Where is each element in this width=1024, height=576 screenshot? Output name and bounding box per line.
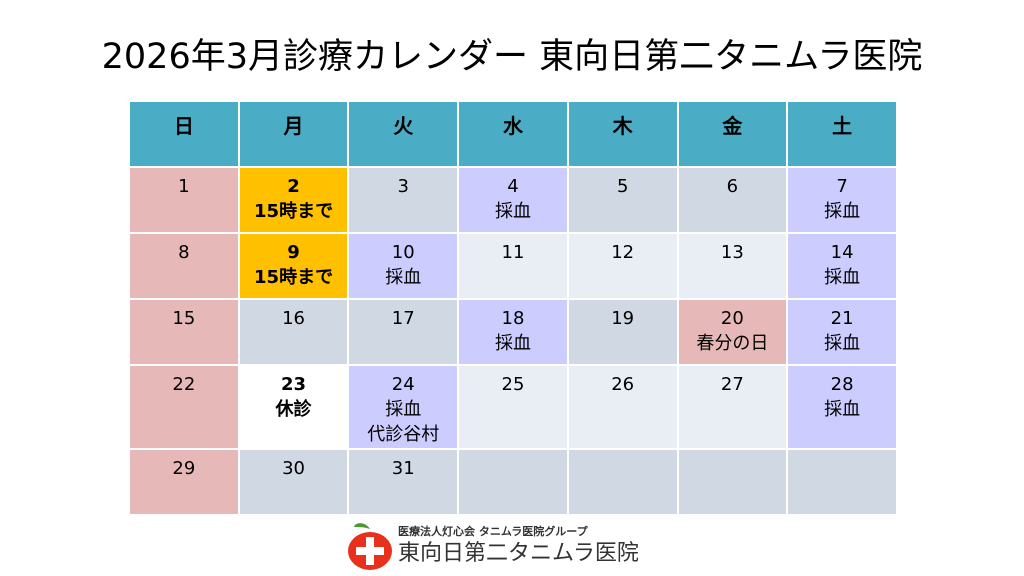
day-number: 22 <box>172 374 196 395</box>
calendar-table: 日 月 火 水 木 金 土 1 2 15時まで 3 4 採血 5 6 7 採血 8 9 15時まで 10 採… <box>128 102 898 514</box>
calendar-day-cell: 2 15時まで <box>239 166 348 232</box>
calendar-day-cell: 20 春分の日 <box>678 298 787 364</box>
day-number: 19 <box>611 308 635 329</box>
calendar-day-cell: 21 採血 <box>788 298 896 364</box>
calendar-day-cell: 24 採血代診谷村 <box>349 364 458 448</box>
calendar-body: 1 2 15時まで 3 4 採血 5 6 7 採血 8 9 15時まで 10 採血 11 12 13 14 採血 15 1… <box>130 166 896 514</box>
calendar-day-cell: 12 <box>568 232 677 298</box>
calendar-day-cell: 10 採血 <box>349 232 458 298</box>
calendar-day-cell: 16 <box>239 298 348 364</box>
calendar-day-cell: 28 採血 <box>788 364 896 448</box>
calendar-day-cell: 17 <box>349 298 458 364</box>
weekday-wed: 水 <box>459 102 567 166</box>
day-number: 7 <box>836 176 848 197</box>
weekday-mon: 月 <box>239 102 348 166</box>
calendar-day-cell: 18 採血 <box>459 298 567 364</box>
day-number: 9 <box>287 242 300 263</box>
day-number: 18 <box>501 308 525 329</box>
calendar-day-cell: 7 採血 <box>788 166 896 232</box>
calendar-day-cell: 1 <box>130 166 238 232</box>
week-row: 22 23 休診 24 採血代診谷村 25 26 27 28 採血 <box>130 364 896 448</box>
day-note: 採血 <box>385 399 422 420</box>
day-number: 2 <box>287 176 300 197</box>
day-number: 29 <box>172 458 196 479</box>
day-number: 3 <box>397 176 409 197</box>
calendar-day-cell: 6 <box>678 166 787 232</box>
clinic-logo: 医療法人灯心会 タニムラ医院グループ 東向日第二タニムラ医院 <box>345 519 685 571</box>
calendar-day-cell: 26 <box>568 364 677 448</box>
calendar-day-cell: 11 <box>459 232 567 298</box>
logo-clinic-name: 東向日第二タニムラ医院 <box>398 541 639 566</box>
calendar-day-cell: 9 15時まで <box>239 232 348 298</box>
page-title: 2026年3月診療カレンダー 東向日第二タニムラ医院 <box>101 37 923 77</box>
calendar-day-cell: 19 <box>568 298 677 364</box>
calendar-day-cell: 5 <box>568 166 677 232</box>
day-note: 春分の日 <box>696 333 769 354</box>
day-number: 14 <box>830 242 854 263</box>
week-row: 8 9 15時まで 10 採血 11 12 13 14 採血 <box>130 232 896 298</box>
calendar-day-cell: 27 <box>678 364 787 448</box>
day-note: 採血 <box>494 201 531 222</box>
day-number: 30 <box>282 458 305 479</box>
day-number: 4 <box>507 176 519 197</box>
day-number: 20 <box>720 308 744 329</box>
calendar-day-cell: 13 <box>678 232 787 298</box>
week-row: 29 30 31 <box>130 448 896 514</box>
calendar-day-cell: 29 <box>130 448 238 514</box>
day-note: 15時まで <box>254 201 334 222</box>
weekday-sat: 土 <box>788 102 896 166</box>
week-row: 15 16 17 18 採血 19 20 春分の日 21 採血 <box>130 298 896 364</box>
logo-organization: 医療法人灯心会 タニムラ医院グループ <box>398 525 588 538</box>
calendar-day-cell: 31 <box>349 448 458 514</box>
calendar-day-cell: 22 <box>130 364 238 448</box>
calendar-day-cell <box>568 448 677 514</box>
day-note: 採血 <box>494 333 531 354</box>
calendar-day-cell <box>459 448 567 514</box>
day-number: 26 <box>611 374 635 395</box>
calendar-day-cell: 14 採血 <box>788 232 896 298</box>
calendar-day-cell: 25 <box>459 364 567 448</box>
weekday-header-row: 日 月 火 水 木 金 土 <box>130 102 896 166</box>
weekday-tue: 火 <box>349 102 458 166</box>
day-note: 採血 <box>824 267 861 288</box>
day-note: 採血 <box>824 201 861 222</box>
day-note: 採血 <box>824 399 861 420</box>
day-note: 採血 <box>824 333 861 354</box>
weekday-thu: 木 <box>568 102 677 166</box>
calendar-day-cell: 8 <box>130 232 238 298</box>
day-number: 1 <box>178 176 190 197</box>
calendar-day-cell: 3 <box>349 166 458 232</box>
calendar-day-cell: 15 <box>130 298 238 364</box>
day-number: 6 <box>726 176 739 197</box>
day-number: 10 <box>391 242 415 263</box>
day-number: 8 <box>178 242 190 263</box>
weekday-sun: 日 <box>130 102 238 166</box>
day-note: 代診谷村 <box>367 424 440 445</box>
day-note: 15時まで <box>254 267 334 288</box>
day-note: 採血 <box>385 267 422 288</box>
day-number: 13 <box>720 242 744 263</box>
day-number: 31 <box>391 458 415 479</box>
day-number: 27 <box>720 374 744 395</box>
calendar-day-cell: 4 採血 <box>459 166 567 232</box>
day-number: 21 <box>830 308 854 329</box>
day-number: 25 <box>501 374 525 395</box>
day-number: 28 <box>830 374 854 395</box>
calendar-day-cell <box>788 448 896 514</box>
day-number: 17 <box>391 308 415 329</box>
day-number: 11 <box>501 242 525 263</box>
day-number: 15 <box>172 308 196 329</box>
calendar-day-cell <box>678 448 787 514</box>
weekday-fri: 金 <box>678 102 787 166</box>
day-number: 24 <box>391 374 415 395</box>
week-row: 1 2 15時まで 3 4 採血 5 6 7 採血 <box>130 166 896 232</box>
day-number: 23 <box>281 374 307 395</box>
day-number: 5 <box>616 176 629 197</box>
day-note: 休診 <box>275 399 312 420</box>
calendar-day-cell: 30 <box>239 448 348 514</box>
calendar-day-cell: 23 休診 <box>239 364 348 448</box>
day-number: 16 <box>282 308 305 329</box>
day-number: 12 <box>611 242 635 263</box>
apple-cross-logo-icon <box>348 523 392 570</box>
